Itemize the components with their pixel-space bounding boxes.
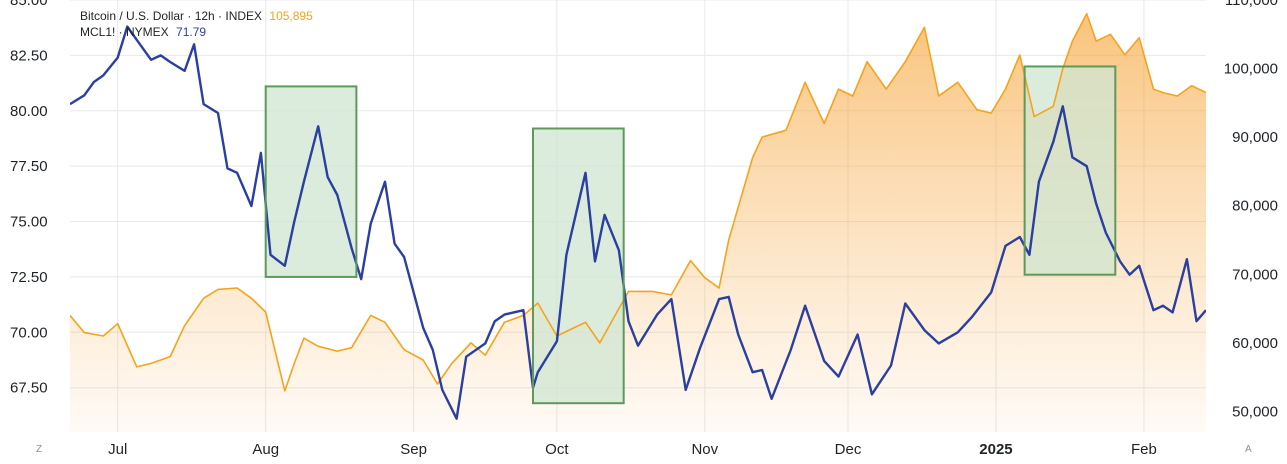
corner-right-label[interactable]: A (1245, 444, 1252, 455)
legend-btc-value: 105,895 (269, 9, 313, 23)
right-tick-label: 90,000 (1232, 129, 1278, 146)
highlight-box-frame (1023, 65, 1117, 276)
highlight-box-frames (264, 65, 1117, 405)
legend-oil[interactable]: MCL1! · NYMEX 71.79 (80, 24, 313, 40)
x-tick-label: Jul (108, 441, 127, 458)
highlight-box[interactable] (1024, 66, 1116, 275)
left-tick-label: 70.00 (10, 324, 48, 341)
legend-oil-label: MCL1! · NYMEX (80, 25, 169, 39)
right-tick-label: 100,000 (1224, 61, 1278, 78)
legend: Bitcoin / U.S. Dollar · 12h · INDEX 105,… (80, 8, 313, 40)
left-tick-label: 80.00 (10, 103, 48, 120)
time-axis[interactable]: Jul Aug Sep Oct Nov Dec 2025 Feb (108, 441, 1157, 458)
x-tick-label: Feb (1131, 441, 1157, 458)
series-lines (70, 12, 1206, 420)
x-tick-label: Aug (252, 441, 279, 458)
oil-line[interactable] (70, 25, 1206, 420)
highlight-box-frame (531, 127, 625, 405)
corner-left-label[interactable]: Z (36, 444, 42, 455)
highlight-box[interactable] (532, 128, 624, 404)
right-tick-label: 70,000 (1232, 266, 1278, 283)
right-tick-label: 80,000 (1232, 198, 1278, 215)
highlight-box[interactable] (265, 86, 357, 277)
right-tick-label: 50,000 (1232, 403, 1278, 420)
left-tick-label: 72.50 (10, 269, 48, 286)
left-tick-label: 67.50 (10, 380, 48, 397)
left-tick-label: 85.00 (10, 0, 48, 9)
left-tick-label: 75.00 (10, 214, 48, 231)
legend-btc[interactable]: Bitcoin / U.S. Dollar · 12h · INDEX 105,… (80, 8, 313, 24)
x-tick-label: Nov (691, 441, 718, 458)
right-price-axis: 50,000 60,000 70,000 80,000 90,000 100,000 110… (1224, 0, 1278, 420)
legend-oil-value: 71.79 (176, 25, 207, 39)
left-price-axis: 67.50 70.00 72.50 75.00 77.50 80.00 82.50 85.00 (10, 0, 48, 397)
left-tick-label: 82.50 (10, 47, 48, 64)
right-tick-label: 110,000 (1225, 0, 1278, 9)
x-tick-label: 2025 (979, 441, 1012, 458)
left-tick-label: 77.50 (10, 158, 48, 175)
x-tick-label: Sep (400, 441, 427, 458)
highlight-box-fills (265, 66, 1116, 404)
x-tick-label: Dec (835, 441, 862, 458)
legend-btc-label: Bitcoin / U.S. Dollar · 12h · INDEX (80, 9, 263, 23)
x-tick-label: Oct (545, 441, 569, 458)
right-tick-label: 60,000 (1232, 335, 1278, 352)
highlight-box-frame (264, 85, 358, 278)
